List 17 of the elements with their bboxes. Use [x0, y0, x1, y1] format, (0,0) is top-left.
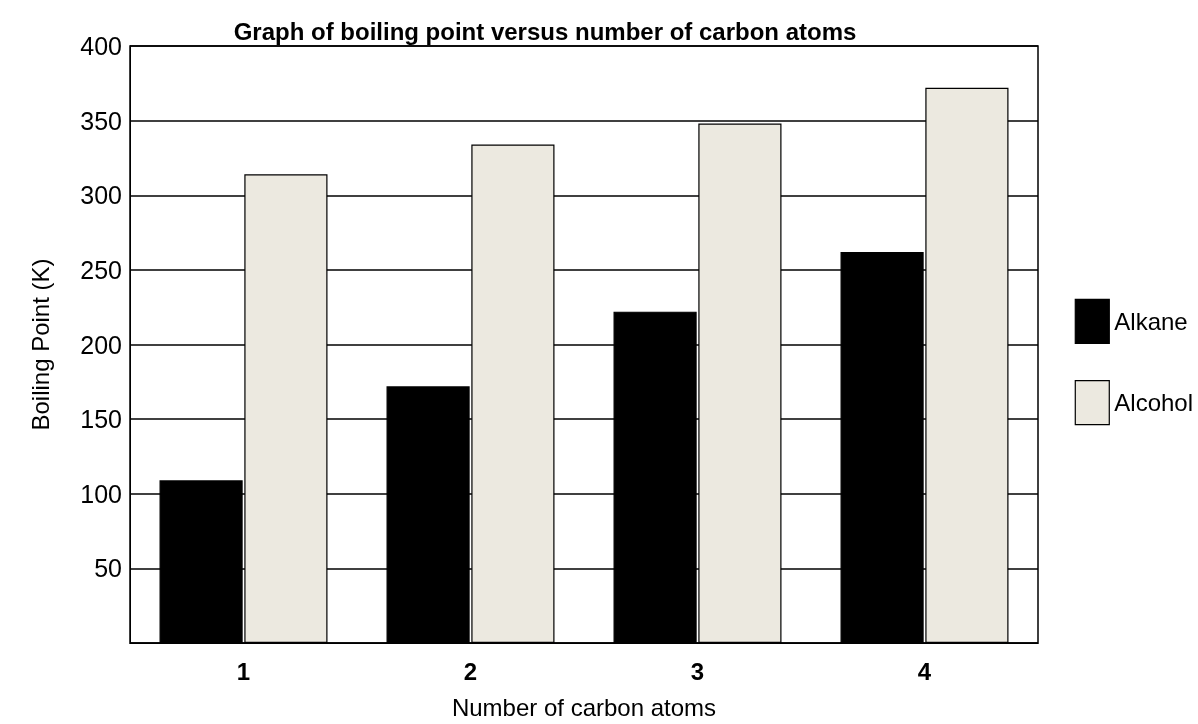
x-axis-title: Number of carbon atoms [451, 693, 717, 721]
y-tick-label: 350 [80, 106, 122, 135]
y-tick-label: 300 [80, 181, 122, 210]
x-tick-label: 4 [917, 657, 932, 685]
y-tick-label: 150 [80, 405, 122, 434]
legend-label: Alkane [1114, 307, 1188, 335]
x-tick-label: 1 [236, 657, 251, 685]
y-tick-label: 100 [80, 479, 122, 508]
x-tick-label: 2 [463, 657, 478, 685]
y-tick-label: 250 [80, 255, 122, 284]
legend-label: Alcohol [1114, 389, 1193, 417]
chart-title: Graph of boiling point versus number of carbon atoms [233, 17, 857, 45]
x-tick-label: 3 [690, 657, 705, 685]
y-tick-label: 200 [80, 330, 122, 359]
y-tick-label: 50 [94, 554, 122, 583]
y-axis-title: Boiling Point (K) [26, 258, 54, 431]
y-tick-label: 400 [80, 32, 122, 60]
